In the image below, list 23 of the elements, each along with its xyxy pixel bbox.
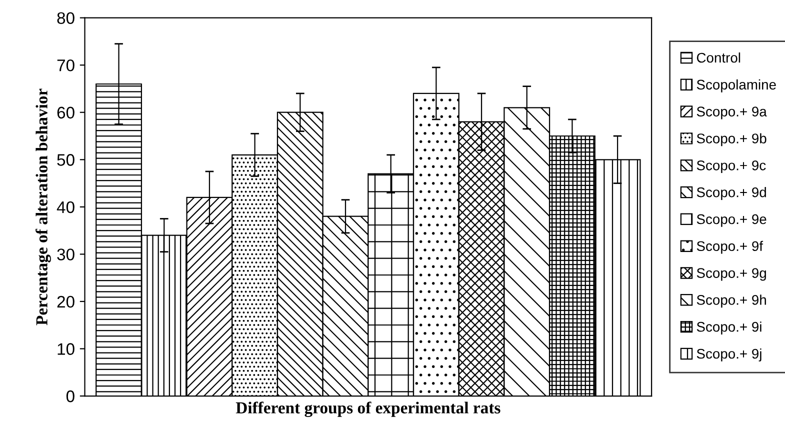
legend-label: Scopolamine — [696, 79, 776, 92]
legend-label: Control — [696, 52, 740, 63]
y-tick-label: 10 — [58, 343, 74, 355]
y-tick-label: 0 — [66, 390, 74, 402]
legend-label: Scopo.+ 9b — [696, 133, 766, 146]
legend-label: Scopo.+ 9c — [696, 160, 766, 174]
y-tick-label: 30 — [57, 248, 74, 260]
y-tick-label: 50 — [57, 154, 74, 166]
legend-label: Scopo.+ 9e — [696, 214, 766, 227]
x-axis-title: Different groups of experimental rats — [236, 402, 500, 417]
y-tick-label: 40 — [56, 201, 74, 214]
legend-label: Scopo.+ 9f — [696, 240, 764, 254]
legend-label: Scopo.+ 9a — [696, 106, 767, 120]
y-tick-label: 20 — [57, 296, 74, 308]
y-axis-title: Percentage of alteration behavior — [36, 88, 51, 326]
y-tick-label: 70 — [57, 59, 74, 72]
legend-label: Scopo.+ 9h — [696, 294, 766, 308]
legend-label: Scopo.+ 9i — [696, 322, 762, 335]
y-tick-label: 80 — [57, 12, 74, 24]
legend-label: Scopo.+ 9g — [696, 268, 766, 281]
legend-label: Scopo.+ 9j — [696, 348, 762, 362]
legend-label: Scopo.+ 9d — [696, 187, 766, 200]
y-tick-label: 60 — [57, 106, 74, 119]
